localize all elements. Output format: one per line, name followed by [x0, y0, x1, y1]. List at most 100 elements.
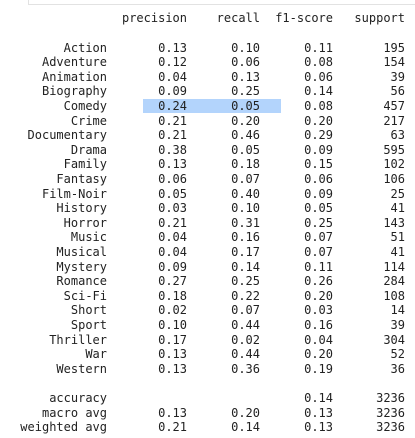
header-precision: precision — [121, 11, 187, 25]
f1-score-value: 0.09 — [304, 186, 333, 201]
precision-value: 0.21 — [158, 420, 187, 435]
f1-score-value: 0.09 — [304, 142, 333, 157]
f1-score-value: 0.07 — [304, 230, 333, 245]
report-row: Musical 0.04 0.17 0.07 41 — [0, 245, 415, 260]
class-label: Fantasy — [56, 171, 107, 186]
support-value: 36 — [390, 361, 405, 376]
f1-score-value: 0.26 — [304, 274, 333, 289]
class-label: Adventure — [41, 55, 107, 70]
report-row: Adventure 0.12 0.06 0.08 154 — [0, 55, 415, 70]
report-row: Documentary 0.21 0.46 0.29 63 — [0, 128, 415, 143]
f1-score-value: 0.19 — [304, 361, 333, 376]
precision-value: 0.04 — [158, 230, 187, 245]
report-row: Fantasy 0.06 0.07 0.06 106 — [0, 172, 415, 187]
f1-score-value: 0.14 — [304, 84, 333, 99]
support-value: 56 — [390, 84, 405, 99]
precision-value: 0.17 — [158, 332, 187, 347]
support-value: 304 — [383, 332, 405, 347]
recall-value: 0.13 — [231, 69, 260, 84]
f1-score-value: 0.04 — [304, 332, 333, 347]
report-row: Short 0.02 0.07 0.03 14 — [0, 303, 415, 318]
support-value: 25 — [390, 186, 405, 201]
f1-score-value: 0.20 — [304, 113, 333, 128]
precision-value: 0.13 — [158, 347, 187, 362]
f1-score-value: 0.05 — [304, 201, 333, 216]
precision-value: 0.24 — [158, 98, 187, 113]
class-label: Action — [63, 40, 107, 55]
support-value: 217 — [383, 113, 405, 128]
recall-value: 0.16 — [231, 230, 260, 245]
recall-value: 0.05 — [231, 142, 260, 157]
support-value: 114 — [383, 259, 405, 274]
f1-score-value: 0.16 — [304, 317, 333, 332]
f1-score-value: 0.25 — [304, 215, 333, 230]
support-value: 284 — [383, 274, 405, 289]
recall-value: 0.18 — [231, 157, 260, 172]
recall-value: 0.46 — [231, 128, 260, 143]
report-row: Music 0.04 0.16 0.07 51 — [0, 230, 415, 245]
f1-score-value: 0.08 — [304, 98, 333, 113]
support-value: 595 — [383, 142, 405, 157]
summary-row: weighted avg 0.21 0.14 0.13 3236 — [0, 420, 415, 435]
recall-value: 0.25 — [231, 84, 260, 99]
precision-value: 0.04 — [158, 244, 187, 259]
header-f1-score: f1-score — [275, 11, 333, 25]
recall-value: 0.22 — [231, 288, 260, 303]
recall-value: 0.17 — [231, 244, 260, 259]
report-row: Thriller 0.17 0.02 0.04 304 — [0, 333, 415, 348]
report-row: Sport 0.10 0.44 0.16 39 — [0, 318, 415, 333]
support-value: 41 — [390, 201, 405, 216]
recall-value: 0.06 — [231, 55, 260, 70]
f1-score-value: 0.15 — [304, 157, 333, 172]
support-value: 108 — [383, 288, 405, 303]
f1-score-value: 0.08 — [304, 55, 333, 70]
precision-value: 0.21 — [158, 215, 187, 230]
support-value: 3236 — [376, 390, 405, 405]
f1-score-value: 0.20 — [304, 347, 333, 362]
precision-value: 0.12 — [158, 55, 187, 70]
f1-score-value: 0.07 — [304, 244, 333, 259]
f1-score-value: 0.03 — [304, 303, 333, 318]
recall-value: 0.10 — [231, 201, 260, 216]
f1-score-value: 0.14 — [304, 390, 333, 405]
report-row: Family 0.13 0.18 0.15 102 — [0, 157, 415, 172]
report-row: Romance 0.27 0.25 0.26 284 — [0, 274, 415, 289]
precision-value: 0.09 — [158, 259, 187, 274]
recall-value: 0.25 — [231, 274, 260, 289]
report-row: Horror 0.21 0.31 0.25 143 — [0, 216, 415, 231]
report-row: History 0.03 0.10 0.05 41 — [0, 201, 415, 216]
support-value: 3236 — [376, 405, 405, 420]
output-cell-border — [28, 0, 415, 5]
support-value: 106 — [383, 171, 405, 186]
class-label: Comedy — [63, 98, 107, 113]
class-label: Animation — [41, 69, 107, 84]
recall-value: 0.07 — [231, 303, 260, 318]
class-label: macro avg — [41, 405, 107, 420]
precision-value: 0.13 — [158, 40, 187, 55]
class-label: Western — [56, 361, 107, 376]
support-value: 51 — [390, 230, 405, 245]
precision-value: 0.09 — [158, 84, 187, 99]
recall-value: 0.44 — [231, 347, 260, 362]
class-label: Drama — [70, 142, 107, 157]
f1-score-value: 0.11 — [304, 259, 333, 274]
precision-value: 0.13 — [158, 361, 187, 376]
support-value: 3236 — [376, 420, 405, 435]
precision-value: 0.04 — [158, 69, 187, 84]
recall-value: 0.14 — [231, 420, 260, 435]
precision-value: 0.21 — [158, 113, 187, 128]
header-support: support — [354, 11, 405, 25]
recall-value: 0.40 — [231, 186, 260, 201]
class-label: accuracy — [49, 390, 107, 405]
precision-value: 0.27 — [158, 274, 187, 289]
class-label: Documentary — [27, 128, 107, 143]
recall-value: 0.44 — [231, 317, 260, 332]
header-recall: recall — [216, 11, 260, 25]
support-value: 63 — [390, 128, 405, 143]
report-row: War 0.13 0.44 0.20 52 — [0, 347, 415, 362]
recall-value: 0.31 — [231, 215, 260, 230]
f1-score-value: 0.29 — [304, 128, 333, 143]
class-label: War — [85, 347, 107, 362]
class-label: Biography — [41, 84, 107, 99]
summary-row: accuracy 0.14 3236 — [0, 391, 415, 406]
